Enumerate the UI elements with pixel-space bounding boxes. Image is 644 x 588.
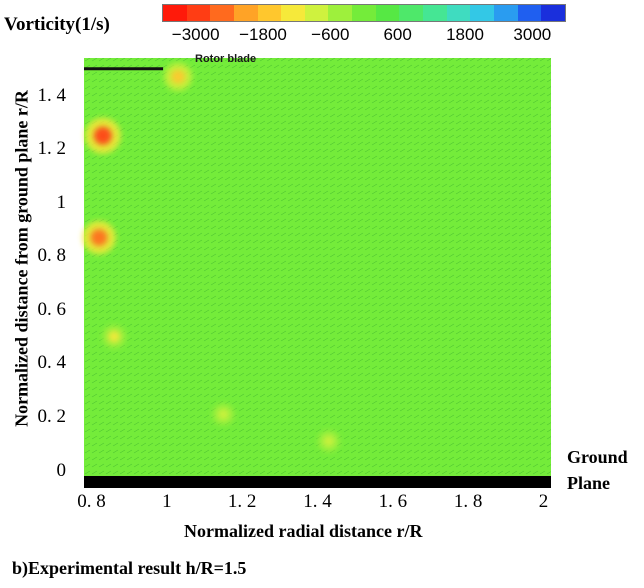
colorbar-swatch	[210, 5, 234, 21]
y-tick-label: 1	[56, 191, 67, 213]
colorbar-tick-label: 600	[383, 25, 412, 44]
colorbar-tick-label: −3000	[171, 25, 220, 44]
colorbar-swatch	[493, 5, 518, 21]
colorbar-tick-label: 1800	[446, 25, 484, 44]
y-tick-label: 0. 6	[37, 298, 67, 320]
colorbar-swatch	[281, 5, 305, 21]
colorbar-swatch	[163, 5, 187, 21]
colorbar-swatch	[186, 5, 211, 21]
x-tick-label: 1. 8	[453, 491, 483, 512]
colorbar-tick-label: −600	[311, 25, 350, 44]
colorbar-swatch	[517, 5, 542, 21]
colorbar-swatch	[328, 5, 353, 21]
colorbar-swatch	[304, 5, 329, 21]
colorbar-swatch	[446, 5, 471, 21]
colorbar-swatch	[399, 5, 424, 21]
colorbar-swatch	[423, 5, 447, 21]
colorbar-swatch	[375, 5, 400, 21]
colorbar-swatch	[352, 5, 376, 21]
figure-caption: b)Experimental result h/R=1.5	[12, 558, 247, 578]
y-tick-label: 1. 2	[37, 138, 67, 160]
vortex-core	[317, 430, 340, 453]
vortex-core	[212, 403, 235, 426]
colorbar-tick-label: 3000	[513, 25, 552, 44]
y-tick-label: 1. 4	[37, 84, 67, 106]
colorbar-swatch	[541, 5, 565, 21]
x-axis-label: Normalized radial distance r/R	[184, 521, 423, 541]
y-tick-label: 0	[56, 459, 67, 481]
colorbar-swatch	[470, 5, 494, 21]
plane-label: Plane	[567, 473, 610, 493]
ground-label: Ground	[567, 447, 628, 467]
x-tick-label: 1	[162, 491, 172, 512]
x-tick-label: 1. 2	[227, 491, 257, 512]
x-tick-label: 0. 8	[77, 491, 106, 512]
y-tick-label: 0. 8	[37, 245, 67, 267]
y-tick-label: 0. 4	[37, 352, 67, 374]
colorbar-title: Vorticity(1/s)	[4, 14, 110, 35]
rotor-blade-label: Rotor blade	[195, 53, 257, 65]
x-tick-label: 2	[538, 491, 549, 512]
ground-plane	[84, 476, 551, 488]
vortex-core	[84, 117, 121, 154]
colorbar-tick-label: −1800	[239, 25, 287, 44]
vortex-core	[102, 324, 127, 349]
vortex-core	[82, 220, 116, 255]
colorbar	[162, 4, 566, 22]
x-tick-label: 1. 4	[303, 491, 332, 512]
colorbar-swatch	[257, 5, 282, 21]
y-tick-label: 0. 2	[37, 406, 67, 428]
vortex-core	[164, 62, 193, 91]
x-tick-label: 1. 6	[378, 491, 408, 512]
colorbar-swatch	[233, 5, 258, 21]
velocity-vector-field	[84, 58, 551, 476]
